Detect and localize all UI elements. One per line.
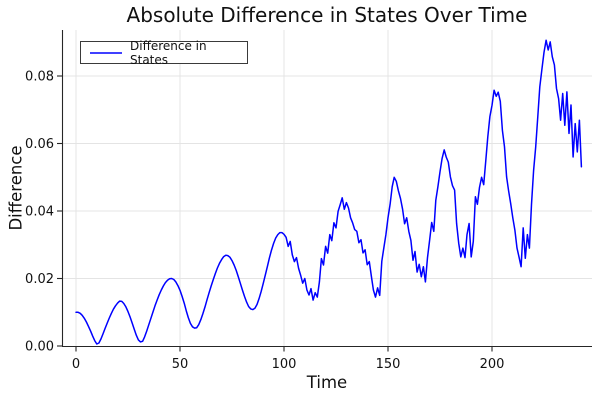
x-tick-label: 200 <box>480 357 505 372</box>
y-tick-label: 0.04 <box>25 205 54 220</box>
difference-line <box>75 39 583 345</box>
x-tick-label: 0 <box>72 357 80 372</box>
y-tick-label: 0.02 <box>25 272 54 287</box>
y-tick-label: 0.08 <box>25 70 54 85</box>
x-tick-label: 150 <box>376 357 401 372</box>
x-tick-label: 50 <box>172 357 189 372</box>
y-tick-label: 0.00 <box>25 340 54 355</box>
x-axis-label: Time <box>306 373 348 392</box>
y-axis-label: Difference <box>6 145 26 231</box>
chart-title: Absolute Difference in States Over Time <box>126 3 528 27</box>
y-tick-label: 0.06 <box>25 137 54 152</box>
x-tick-label: 100 <box>272 357 297 372</box>
legend-label: Difference in States <box>130 38 207 67</box>
legend: Difference in States <box>80 38 248 67</box>
legend-line-sample <box>90 51 122 54</box>
